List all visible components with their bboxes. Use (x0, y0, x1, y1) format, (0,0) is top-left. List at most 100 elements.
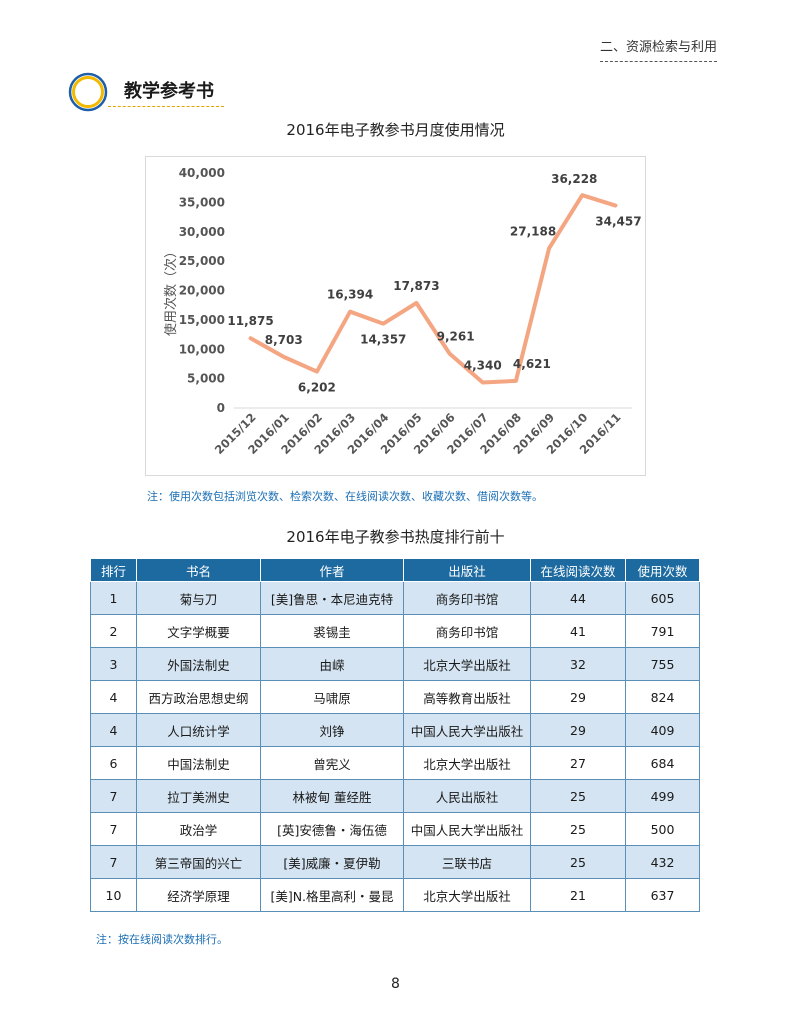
y-tick-label: 25,000 (179, 254, 225, 268)
cell-online-reads: 25 (530, 812, 626, 846)
cell-title: 人口统计学 (136, 713, 261, 747)
y-tick-label: 30,000 (179, 225, 225, 239)
cell-online-reads: 29 (530, 713, 626, 747)
cell-online-reads: 41 (530, 614, 626, 648)
cell-rank: 10 (90, 878, 137, 912)
cell-publisher: 北京大学出版社 (403, 647, 531, 681)
chart-canvas: 0 5,000 10,000 15,000 20,000 25,000 30,000 35,0… (163, 166, 642, 457)
cell-author: [美]威廉・夏伊勒 (260, 845, 404, 879)
cell-title: 外国法制史 (136, 647, 261, 681)
data-label: 14,357 (360, 333, 406, 347)
data-label: 34,457 (595, 215, 641, 229)
cell-uses: 824 (625, 680, 700, 714)
table-row: 7 拉丁美洲史 林被甸 董经胜 人民出版社 25 499 (90, 779, 700, 813)
cell-rank: 4 (90, 713, 137, 747)
table-row: 10 经济学原理 [美]N.格里高利・曼昆 北京大学出版社 21 637 (90, 878, 700, 912)
chart-title: 2016年电子教参书月度使用情况 (286, 121, 505, 139)
cell-rank: 6 (90, 746, 137, 780)
data-label: 8,703 (265, 333, 303, 347)
series-line (248, 193, 618, 385)
section-divider (108, 106, 224, 107)
y-tick-label: 10,000 (179, 342, 225, 356)
cell-title: 文字学概要 (136, 614, 261, 648)
column-header-online-reads: 在线阅读次数 (530, 558, 626, 582)
cell-title: 菊与刀 (136, 581, 261, 615)
y-tick-label: 5,000 (187, 372, 225, 386)
cell-publisher: 商务印书馆 (403, 614, 531, 648)
ranking-table: 排行 书名 作者 出版社 在线阅读次数 使用次数 1 菊与刀 [美]鲁思・本尼迪克特… (90, 558, 700, 912)
cell-publisher: 人民出版社 (403, 779, 531, 813)
circle-ring-icon (68, 72, 108, 112)
cell-author: 刘铮 (260, 713, 404, 747)
y-axis-label: 使用次数（次） (163, 245, 179, 336)
table-header-row: 排行 书名 作者 出版社 在线阅读次数 使用次数 (90, 558, 700, 582)
cell-author: [美]N.格里高利・曼昆 (260, 878, 404, 912)
cell-author: 裘锡圭 (260, 614, 404, 648)
cell-rank: 4 (90, 680, 137, 714)
cell-rank: 7 (90, 845, 137, 879)
table-title: 2016年电子教参书热度排行前十 (286, 528, 505, 546)
cell-uses: 500 (625, 812, 700, 846)
cell-publisher: 高等教育出版社 (403, 680, 531, 714)
column-header-title: 书名 (136, 558, 261, 582)
table-row: 6 中国法制史 曾宪义 北京大学出版社 27 684 (90, 746, 700, 780)
cell-title: 拉丁美洲史 (136, 779, 261, 813)
cell-online-reads: 29 (530, 680, 626, 714)
y-tick-label: 15,000 (179, 313, 225, 327)
cell-online-reads: 21 (530, 878, 626, 912)
table-row: 3 外国法制史 由嵘 北京大学出版社 32 755 (90, 647, 700, 681)
chart-note: 注：使用次数包括浏览次数、检索次数、在线阅读次数、收藏次数、借阅次数等。 (147, 490, 543, 503)
table-note: 注：按在线阅读次数排行。 (96, 933, 228, 946)
cell-author: 曾宪义 (260, 746, 404, 780)
section-title: 教学参考书 (124, 81, 214, 102)
cell-title: 经济学原理 (136, 878, 261, 912)
table-row: 7 政治学 [英]安德鲁・海伍德 中国人民大学出版社 25 500 (90, 812, 700, 846)
cell-uses: 684 (625, 746, 700, 780)
y-tick-label: 20,000 (179, 284, 225, 298)
cell-author: [美]鲁思・本尼迪克特 (260, 581, 404, 615)
cell-publisher: 北京大学出版社 (403, 878, 531, 912)
cell-rank: 7 (90, 812, 137, 846)
cell-publisher: 三联书店 (403, 845, 531, 879)
data-label: 6,202 (298, 381, 336, 395)
cell-author: 由嵘 (260, 647, 404, 681)
table-row: 2 文字学概要 裘锡圭 商务印书馆 41 791 (90, 614, 700, 648)
table-row: 7 第三帝国的兴亡 [美]威廉・夏伊勒 三联书店 25 432 (90, 845, 700, 879)
cell-title: 西方政治思想史纲 (136, 680, 261, 714)
cell-uses: 432 (625, 845, 700, 879)
column-header-rank: 排行 (90, 558, 137, 582)
page-number: 8 (391, 976, 400, 992)
cell-title: 第三帝国的兴亡 (136, 845, 261, 879)
cell-publisher: 商务印书馆 (403, 581, 531, 615)
data-label: 11,875 (227, 314, 273, 328)
cell-rank: 3 (90, 647, 137, 681)
running-header: 二、资源检索与利用 (599, 36, 717, 62)
cell-author: 马啸原 (260, 680, 404, 714)
cell-uses: 499 (625, 779, 700, 813)
cell-online-reads: 32 (530, 647, 626, 681)
line-chart: 0 5,000 10,000 15,000 20,000 25,000 30,000 35,0… (145, 156, 646, 476)
cell-publisher: 中国人民大学出版社 (403, 713, 531, 747)
data-label: 4,340 (464, 359, 502, 373)
y-tick-label: 0 (217, 401, 225, 415)
column-header-publisher: 出版社 (403, 558, 531, 582)
cell-online-reads: 27 (530, 746, 626, 780)
table-row: 4 人口统计学 刘铮 中国人民大学出版社 29 409 (90, 713, 700, 747)
y-tick-label: 35,000 (179, 195, 225, 209)
y-tick-label: 40,000 (179, 166, 225, 180)
cell-uses: 605 (625, 581, 700, 615)
cell-author: [英]安德鲁・海伍德 (260, 812, 404, 846)
cell-title: 中国法制史 (136, 746, 261, 780)
cell-online-reads: 44 (530, 581, 626, 615)
table-row: 1 菊与刀 [美]鲁思・本尼迪克特 商务印书馆 44 605 (90, 581, 700, 615)
data-label: 17,873 (393, 279, 439, 293)
cell-publisher: 北京大学出版社 (403, 746, 531, 780)
cell-rank: 7 (90, 779, 137, 813)
column-header-uses: 使用次数 (625, 558, 700, 582)
cell-rank: 1 (90, 581, 137, 615)
column-header-author: 作者 (260, 558, 404, 582)
cell-publisher: 中国人民大学出版社 (403, 812, 531, 846)
cell-author: 林被甸 董经胜 (260, 779, 404, 813)
data-label: 36,228 (551, 172, 597, 186)
data-label: 27,188 (510, 224, 556, 238)
